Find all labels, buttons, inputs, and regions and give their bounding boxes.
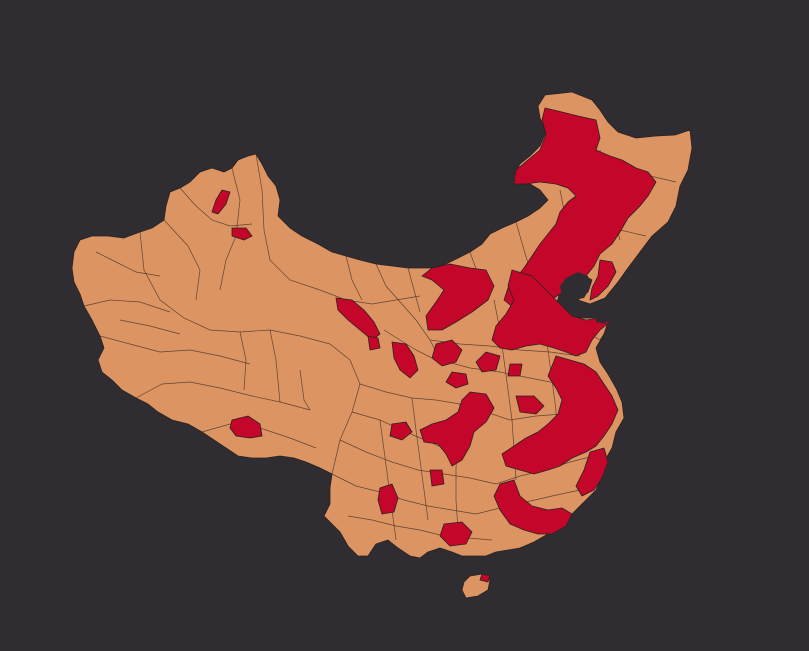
highlighted-region[interactable]: [589, 259, 617, 301]
highlighted-region[interactable]: [575, 447, 609, 497]
highlighted-region[interactable]: [377, 483, 399, 515]
yellow-sea-inlet: [596, 312, 608, 324]
highlighted-region[interactable]: [419, 391, 495, 467]
highlighted-region[interactable]: [231, 227, 253, 241]
highlighted-region[interactable]: [439, 521, 473, 547]
highlighted-region[interactable]: [475, 351, 501, 373]
highlighted-region[interactable]: [493, 479, 573, 535]
highlighted-region[interactable]: [389, 421, 413, 441]
bohai-sea: [560, 272, 590, 300]
highlighted-region[interactable]: [429, 469, 445, 487]
highlighted-region[interactable]: [507, 363, 523, 377]
highlighted-region[interactable]: [211, 189, 231, 215]
highlighted-region[interactable]: [335, 297, 381, 341]
highlighted-region[interactable]: [367, 335, 381, 351]
highlighted-region[interactable]: [501, 355, 619, 475]
highlighted-region[interactable]: [445, 371, 469, 389]
highlighted-region[interactable]: [391, 341, 419, 379]
highlighted-region[interactable]: [431, 339, 463, 367]
highlighted-region[interactable]: [421, 263, 495, 331]
highlighted-region[interactable]: [229, 415, 263, 439]
highlighted-region[interactable]: [479, 573, 491, 583]
highlighted-region[interactable]: [491, 269, 611, 357]
highlighted-regions: [211, 107, 657, 583]
highlighted-region[interactable]: [515, 395, 545, 415]
